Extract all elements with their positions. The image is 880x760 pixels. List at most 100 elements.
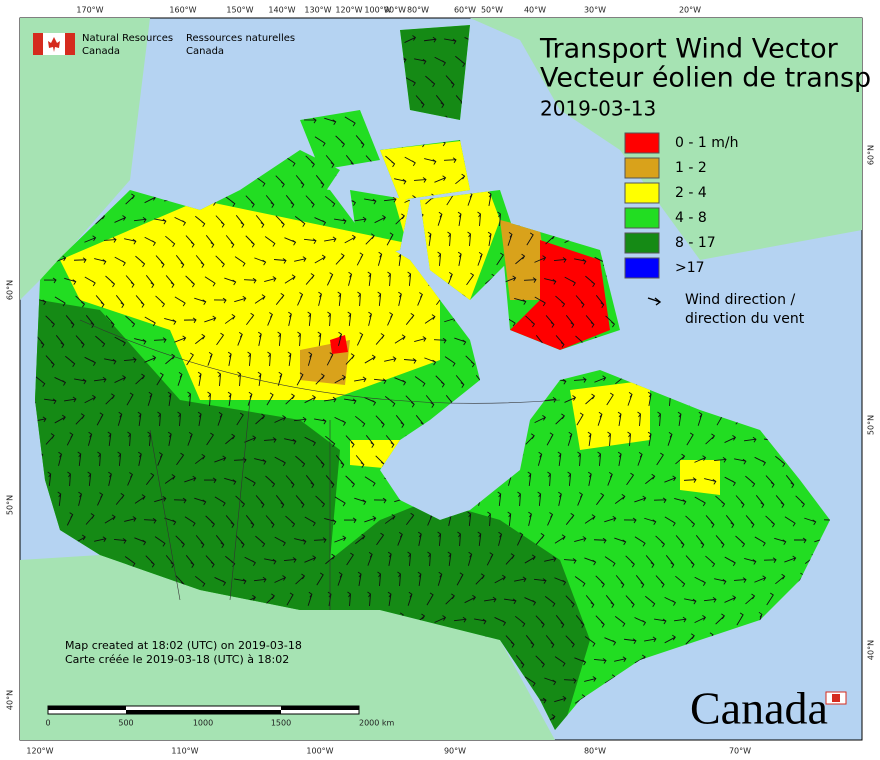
wind-arrow xyxy=(217,371,222,387)
wind-arrow xyxy=(327,311,332,327)
wind-arrow xyxy=(255,413,266,425)
wind-arrow xyxy=(466,272,475,286)
wind-arrow xyxy=(516,532,524,546)
wind-arrow xyxy=(304,555,317,563)
wind-arrow xyxy=(387,551,392,566)
borders xyxy=(79,319,561,610)
wind-arrow xyxy=(114,215,127,223)
wind-arrow xyxy=(137,411,142,427)
wordmark: Canada xyxy=(690,683,828,734)
wind-arrow xyxy=(665,555,675,568)
wind-arrow xyxy=(675,575,686,588)
wind-arrow xyxy=(736,612,744,626)
wind-arrow xyxy=(176,452,185,466)
wind-arrow xyxy=(407,271,412,287)
wind-arrow xyxy=(115,295,125,308)
wind-arrow xyxy=(54,414,66,424)
wind-arrow xyxy=(684,598,697,605)
wind-arrow xyxy=(644,517,657,526)
wind-arrow xyxy=(284,438,297,445)
wind-arrow xyxy=(227,351,232,366)
wind-arrow xyxy=(754,575,767,583)
wind-arrow xyxy=(204,276,216,287)
legend-label: 0 - 1 m/h xyxy=(675,135,738,151)
wind-arrow xyxy=(288,311,292,326)
wind-arrow xyxy=(357,291,362,307)
wind-arrow xyxy=(293,416,307,423)
wind-arrow xyxy=(204,315,217,323)
wind-arrow xyxy=(174,216,187,226)
wind-arrow xyxy=(125,275,135,288)
wind-arrow xyxy=(295,495,305,508)
wind-arrow xyxy=(215,535,225,548)
wind-arrow xyxy=(524,597,537,606)
wind-arrow xyxy=(574,258,587,265)
wind-arrow xyxy=(528,511,533,526)
wind-arrow xyxy=(564,395,577,403)
wind-arrow xyxy=(235,215,245,228)
wind-arrow xyxy=(364,476,376,487)
wind-arrow xyxy=(455,375,465,388)
wind-arrow xyxy=(184,516,196,527)
wind-arrow xyxy=(67,471,72,487)
lon-label: 100°W xyxy=(306,747,333,756)
wind-arrow xyxy=(387,271,392,287)
wind-arrow xyxy=(115,492,125,505)
wind-arrow xyxy=(154,536,166,547)
wind-arrow xyxy=(274,456,286,467)
wind-arrow xyxy=(424,357,437,366)
wind-arrow xyxy=(695,535,705,548)
wind-arrow xyxy=(404,35,417,43)
wind-arrow xyxy=(596,492,605,506)
wind-arrow xyxy=(264,236,276,247)
wind-arrow xyxy=(356,252,364,266)
wind-arrow xyxy=(634,536,646,547)
wind-arrow xyxy=(395,213,405,225)
wind-arrow xyxy=(344,234,356,244)
wind-arrow xyxy=(477,252,483,266)
wind-arrow xyxy=(305,195,315,208)
wind-arrow xyxy=(484,596,497,603)
wind-arrow xyxy=(74,378,87,385)
wind-arrow xyxy=(254,294,266,304)
wind-arrow xyxy=(364,515,377,523)
wind-arrow xyxy=(534,255,547,263)
wind-arrow xyxy=(103,237,117,243)
wind-arrow xyxy=(705,433,716,445)
wind-arrow xyxy=(357,571,362,586)
wind-arrow xyxy=(177,411,182,427)
wind-arrow xyxy=(535,533,545,545)
scale-seg xyxy=(281,706,359,710)
wind-arrow xyxy=(245,515,255,528)
wind-arrow xyxy=(345,435,355,448)
wind-arrow xyxy=(87,431,93,446)
wind-arrow xyxy=(507,231,513,246)
lon-label: 40°W xyxy=(524,6,546,15)
wind-arrow xyxy=(274,575,287,583)
wind-arrow xyxy=(527,471,532,487)
wind-arrow xyxy=(703,596,717,603)
wind-arrow xyxy=(255,215,265,228)
wind-arrow xyxy=(295,455,306,468)
lon-label: 150°W xyxy=(226,6,253,15)
wind-arrow xyxy=(344,398,357,405)
wind-arrow xyxy=(127,472,134,486)
wind-arrow xyxy=(386,232,394,246)
wind-arrow xyxy=(565,512,575,525)
wind-arrow xyxy=(325,195,336,207)
zone-red xyxy=(330,240,610,354)
wind-arrow xyxy=(745,515,755,528)
wind-arrow xyxy=(234,578,247,585)
wind-arrow xyxy=(225,515,235,528)
scale-label: 500 xyxy=(118,719,133,728)
wind-arrow xyxy=(94,258,107,265)
wind-arrow xyxy=(338,331,343,346)
wind-arrow xyxy=(365,233,375,245)
wind-arrow xyxy=(735,535,746,548)
scale-bar xyxy=(47,705,360,715)
wind-arrow xyxy=(35,397,37,406)
wind-arrow xyxy=(477,531,482,547)
wind-arrow xyxy=(197,411,202,426)
wind-arrow xyxy=(275,495,285,508)
